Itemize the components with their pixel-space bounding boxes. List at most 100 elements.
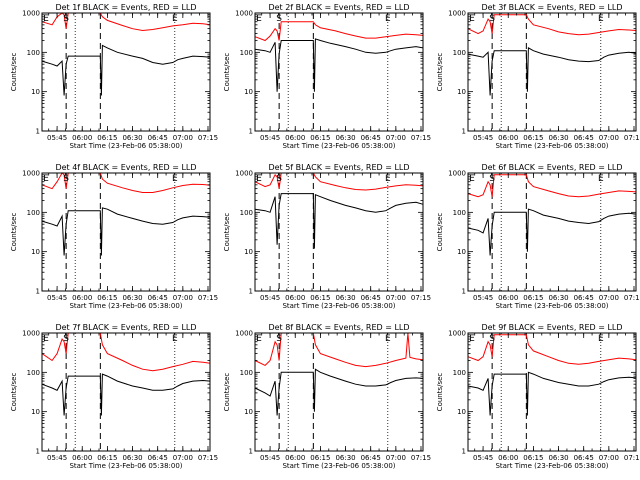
events-series-line (254, 38, 424, 92)
x-tick-label: 07:00 (386, 294, 406, 302)
x-tick-label: 07:15 (411, 454, 431, 462)
event-marker-label: E (469, 334, 475, 344)
y-tick-label: 100 (240, 369, 253, 377)
x-tick-label: 07:15 (624, 294, 640, 302)
events-series-line (254, 368, 424, 416)
x-axis-label: Start Time (23-Feb-06 05:38:00) (495, 302, 608, 310)
x-tick-label: 06:30 (335, 134, 355, 142)
y-tick-label: 1 (462, 448, 466, 456)
x-tick-label: 06:45 (361, 454, 381, 462)
x-tick-label: 06:45 (148, 134, 168, 142)
y-tick-label: 10 (457, 248, 466, 256)
event-marker-label: E (469, 174, 475, 184)
panel-9: Det 9f BLACK = Events, RED = LLD 1 10 100 10… (436, 323, 640, 470)
event-marker-label: S (63, 14, 69, 24)
plot-frame (467, 172, 637, 292)
lld-series-line (254, 21, 424, 42)
y-tick-label: 1000 (448, 10, 466, 18)
y-tick-label: 1 (249, 128, 253, 136)
chart-title: Det 4f BLACK = Events, RED = LLD (55, 163, 196, 172)
chart-title: Det 6f BLACK = Events, RED = LLD (481, 163, 622, 172)
y-tick-label: 10 (31, 248, 40, 256)
event-marker-label: E (469, 14, 475, 24)
y-tick-label: 100 (453, 369, 466, 377)
x-tick-label: 06:00 (498, 134, 518, 142)
x-tick-label: 06:30 (122, 294, 142, 302)
y-tick-label: 1000 (235, 330, 253, 338)
y-tick-label: 1 (249, 448, 253, 456)
x-tick-label: 06:00 (72, 454, 92, 462)
y-tick-label: 1 (462, 288, 466, 296)
x-axis-label: Start Time (23-Feb-06 05:38:00) (282, 142, 395, 150)
x-axis-label: Start Time (23-Feb-06 05:38:00) (69, 302, 182, 310)
x-tick-label: 07:00 (386, 454, 406, 462)
panel-7: Det 7f BLACK = Events, RED = LLD 1 10 100 10… (10, 323, 218, 470)
x-axis-label: Start Time (23-Feb-06 05:38:00) (69, 462, 182, 470)
event-marker-label: E (385, 334, 391, 344)
y-axis-label: Counts/sec (436, 213, 444, 252)
x-tick-label: 06:15 (523, 294, 543, 302)
event-marker-label: E (172, 174, 178, 184)
y-tick-label: 10 (31, 408, 40, 416)
y-tick-label: 100 (240, 49, 253, 57)
lld-series-line (467, 174, 637, 198)
chart-title: Det 2f BLACK = Events, RED = LLD (268, 3, 409, 12)
event-marker-label: E (598, 334, 604, 344)
x-tick-label: 06:00 (285, 294, 305, 302)
y-tick-label: 1000 (448, 330, 466, 338)
x-tick-label: 06:15 (310, 454, 330, 462)
x-axis-label: Start Time (23-Feb-06 05:38:00) (495, 142, 608, 150)
event-marker-label: S (276, 174, 282, 184)
y-tick-label: 100 (27, 369, 40, 377)
event-marker-label: E (385, 14, 391, 24)
panel-4: Det 4f BLACK = Events, RED = LLD 1 10 100 10… (10, 163, 218, 310)
event-marker-label: S (276, 14, 282, 24)
x-tick-label: 06:15 (97, 454, 117, 462)
x-tick-label: 06:45 (148, 294, 168, 302)
x-tick-label: 06:30 (548, 454, 568, 462)
event-marker-label: E (385, 174, 391, 184)
chart-title: Det 9f BLACK = Events, RED = LLD (481, 323, 622, 332)
y-tick-label: 1000 (22, 170, 40, 178)
x-tick-label: 06:15 (523, 134, 543, 142)
x-tick-label: 06:00 (285, 454, 305, 462)
lld-series-line (254, 172, 424, 191)
events-series-line (41, 207, 211, 256)
x-tick-label: 07:15 (198, 454, 218, 462)
x-tick-label: 07:00 (173, 294, 193, 302)
x-axis-label: Start Time (23-Feb-06 05:38:00) (495, 462, 608, 470)
x-tick-label: 06:30 (548, 134, 568, 142)
plot-frame (467, 332, 637, 452)
y-tick-label: 1 (36, 448, 40, 456)
y-tick-label: 1000 (22, 10, 40, 18)
x-tick-label: 05:45 (47, 134, 67, 142)
x-tick-label: 06:45 (574, 454, 594, 462)
x-tick-label: 06:30 (122, 134, 142, 142)
x-tick-label: 06:30 (335, 294, 355, 302)
x-tick-label: 06:30 (335, 454, 355, 462)
y-tick-label: 100 (453, 209, 466, 217)
x-tick-label: 05:45 (473, 134, 493, 142)
x-tick-label: 05:45 (260, 134, 280, 142)
lld-series-line (254, 332, 424, 368)
event-marker-label: S (489, 14, 495, 24)
x-tick-label: 06:15 (523, 454, 543, 462)
y-tick-label: 100 (240, 209, 253, 217)
event-marker-label: E (43, 174, 49, 184)
y-axis-label: Counts/sec (223, 373, 231, 412)
x-tick-label: 06:30 (548, 294, 568, 302)
y-axis-label: Counts/sec (10, 53, 18, 92)
x-tick-label: 07:00 (599, 454, 619, 462)
y-tick-label: 1000 (235, 170, 253, 178)
x-tick-label: 06:15 (310, 294, 330, 302)
panel-1: Det 1f BLACK = Events, RED = LLD 1 10 100 10… (10, 3, 218, 150)
event-marker-label: S (489, 174, 495, 184)
x-tick-label: 06:00 (72, 134, 92, 142)
x-tick-label: 07:00 (386, 134, 406, 142)
event-marker-label: S (489, 334, 495, 344)
x-tick-label: 06:00 (72, 294, 92, 302)
chart-title: Det 3f BLACK = Events, RED = LLD (481, 3, 622, 12)
lld-series-line (467, 14, 637, 36)
x-tick-label: 05:45 (473, 454, 493, 462)
